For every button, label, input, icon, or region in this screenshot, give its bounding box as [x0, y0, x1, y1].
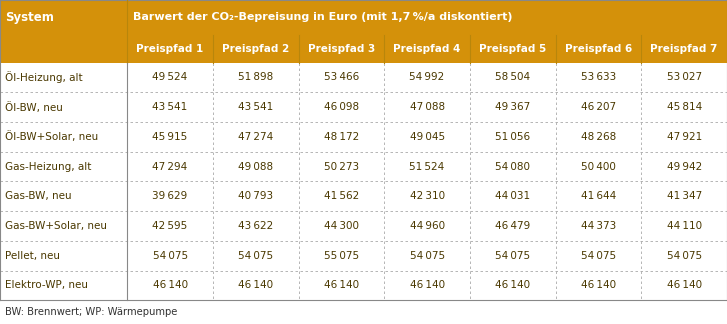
Bar [0, 122, 727, 152]
Text: 49 942: 49 942 [667, 162, 702, 172]
Text: 49 045: 49 045 [409, 132, 445, 142]
Text: 54 075: 54 075 [667, 251, 702, 261]
Text: 58 504: 58 504 [495, 73, 531, 83]
Text: 43 541: 43 541 [153, 102, 188, 112]
Text: 46 098: 46 098 [324, 102, 359, 112]
Text: Preispfad 7: Preispfad 7 [651, 44, 718, 53]
Text: Preispfad 5: Preispfad 5 [479, 44, 547, 53]
Text: 48 268: 48 268 [581, 132, 616, 142]
Text: Gas-BW, neu: Gas-BW, neu [5, 191, 72, 201]
Text: 42 595: 42 595 [153, 221, 188, 231]
Bar [0, 152, 727, 181]
Text: 40 793: 40 793 [238, 191, 273, 201]
Bar [0, 241, 727, 271]
Text: Barwert der CO₂-Bepreisung in Euro (mit 1,7 %/a diskontiert): Barwert der CO₂-Bepreisung in Euro (mit … [133, 12, 513, 22]
Text: 53 466: 53 466 [324, 73, 359, 83]
Text: 54 075: 54 075 [409, 251, 445, 261]
Text: 48 172: 48 172 [324, 132, 359, 142]
Text: 41 644: 41 644 [581, 191, 616, 201]
Text: Preispfad 3: Preispfad 3 [308, 44, 375, 53]
Text: 46 140: 46 140 [495, 280, 531, 290]
Bar [0, 271, 727, 300]
Text: 41 562: 41 562 [324, 191, 359, 201]
Text: 51 898: 51 898 [238, 73, 273, 83]
Text: 44 110: 44 110 [667, 221, 702, 231]
Text: 44 300: 44 300 [324, 221, 359, 231]
Text: 49 088: 49 088 [238, 162, 273, 172]
Text: 54 075: 54 075 [581, 251, 616, 261]
Text: 46 140: 46 140 [667, 280, 702, 290]
Text: 47 294: 47 294 [153, 162, 188, 172]
Text: 44 031: 44 031 [495, 191, 531, 201]
Text: Elektro-WP, neu: Elektro-WP, neu [5, 280, 88, 290]
Text: Gas-Heizung, alt: Gas-Heizung, alt [5, 162, 92, 172]
Text: 53 633: 53 633 [581, 73, 616, 83]
Text: 47 088: 47 088 [409, 102, 445, 112]
Text: 45 814: 45 814 [667, 102, 702, 112]
Text: 46 207: 46 207 [581, 102, 616, 112]
Text: Preispfad 2: Preispfad 2 [222, 44, 289, 53]
Text: 54 075: 54 075 [153, 251, 188, 261]
Text: BW: Brennwert; WP: Wärmepumpe: BW: Brennwert; WP: Wärmepumpe [5, 307, 177, 317]
Text: 51 524: 51 524 [409, 162, 445, 172]
Text: Pellet, neu: Pellet, neu [5, 251, 60, 261]
Text: 44 960: 44 960 [409, 221, 445, 231]
Text: 54 992: 54 992 [409, 73, 445, 83]
Text: 42 310: 42 310 [409, 191, 445, 201]
Text: 54 080: 54 080 [495, 162, 530, 172]
Bar [0, 92, 727, 122]
Text: 49 367: 49 367 [495, 102, 531, 112]
Text: 54 075: 54 075 [238, 251, 273, 261]
Text: 46 479: 46 479 [495, 221, 531, 231]
Text: Gas-BW+Solar, neu: Gas-BW+Solar, neu [5, 221, 107, 231]
Text: 49 524: 49 524 [153, 73, 188, 83]
Text: 50 273: 50 273 [324, 162, 359, 172]
Text: Preispfad 4: Preispfad 4 [393, 44, 461, 53]
Text: 54 075: 54 075 [495, 251, 531, 261]
Text: 43 541: 43 541 [238, 102, 273, 112]
Text: 46 140: 46 140 [238, 280, 273, 290]
Text: Preispfad 1: Preispfad 1 [137, 44, 204, 53]
Text: 50 400: 50 400 [581, 162, 616, 172]
Bar [0, 211, 727, 241]
Text: System: System [5, 11, 54, 24]
Text: Öl-BW, neu: Öl-BW, neu [5, 102, 63, 113]
Text: 47 274: 47 274 [238, 132, 273, 142]
Text: 47 921: 47 921 [667, 132, 702, 142]
Text: 46 140: 46 140 [409, 280, 445, 290]
Text: Öl-Heizung, alt: Öl-Heizung, alt [5, 72, 83, 84]
Text: 45 915: 45 915 [153, 132, 188, 142]
Text: 46 140: 46 140 [153, 280, 188, 290]
Text: 39 629: 39 629 [153, 191, 188, 201]
Bar [0, 0, 727, 63]
Bar [0, 181, 727, 211]
Text: 53 027: 53 027 [667, 73, 702, 83]
Text: 46 140: 46 140 [581, 280, 616, 290]
Text: Öl-BW+Solar, neu: Öl-BW+Solar, neu [5, 132, 98, 142]
Text: 43 622: 43 622 [238, 221, 273, 231]
Text: 51 056: 51 056 [495, 132, 531, 142]
Text: 55 075: 55 075 [324, 251, 359, 261]
Text: 46 140: 46 140 [324, 280, 359, 290]
Text: 41 347: 41 347 [667, 191, 702, 201]
Bar [0, 63, 727, 92]
Text: 44 373: 44 373 [581, 221, 616, 231]
Text: Preispfad 6: Preispfad 6 [565, 44, 632, 53]
